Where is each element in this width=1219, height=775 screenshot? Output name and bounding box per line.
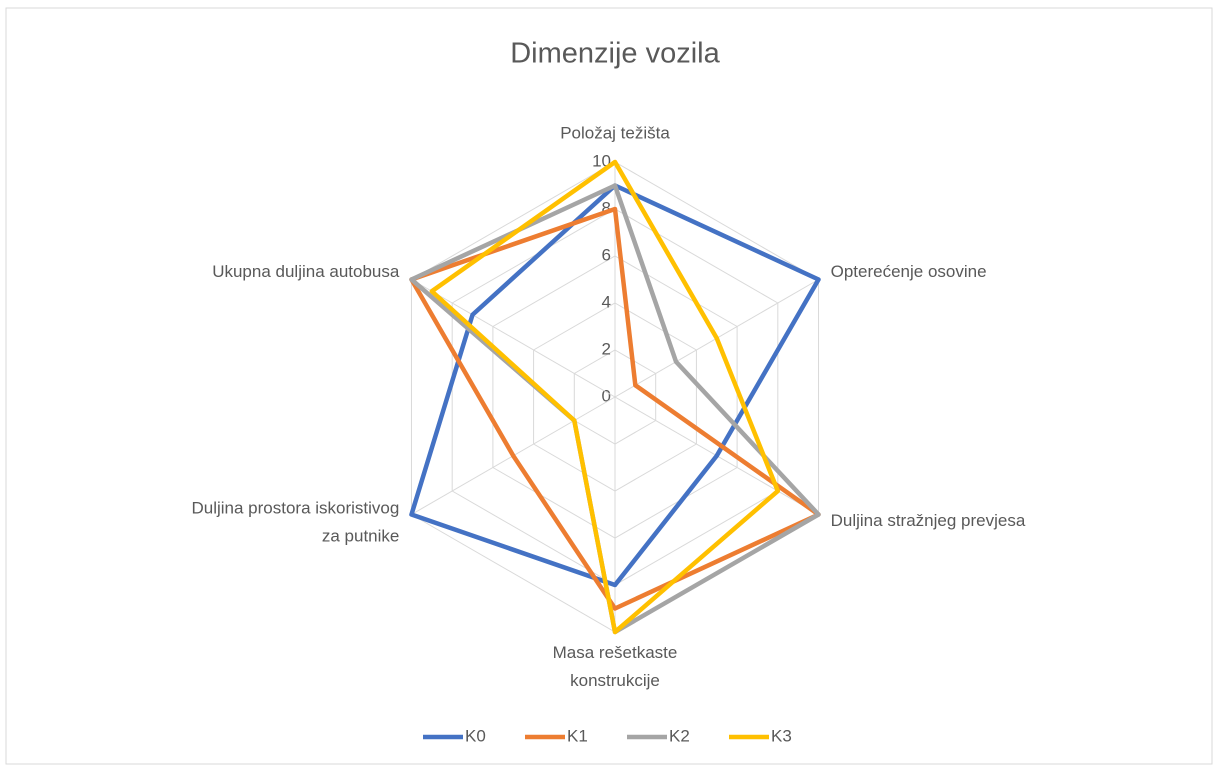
data-point <box>613 160 617 164</box>
data-point <box>613 183 617 188</box>
chart-title: Dimenzije vozila <box>510 38 720 70</box>
data-point <box>775 489 780 493</box>
category-label: Opterećenje osovine <box>831 262 987 281</box>
data-point <box>714 336 719 341</box>
data-point <box>409 512 414 517</box>
category-label: Masa rešetkaste konstrukcije <box>553 643 678 690</box>
tick-label: 4 <box>602 292 611 311</box>
data-point <box>429 289 434 294</box>
data-point <box>409 277 414 282</box>
chart-border <box>5 7 1213 765</box>
legend-label: K1 <box>567 726 588 745</box>
data-point <box>816 512 821 517</box>
data-point <box>511 453 516 458</box>
axis-line <box>411 279 616 398</box>
data-point <box>470 312 475 317</box>
data-point <box>613 606 617 611</box>
data-point <box>816 277 821 282</box>
tick-label: 6 <box>602 245 611 264</box>
data-point <box>633 383 638 388</box>
legend-label: K2 <box>669 726 690 745</box>
tick-label: 2 <box>602 339 611 358</box>
tick-label: 8 <box>602 198 611 217</box>
data-point <box>613 207 617 211</box>
legend-label: K3 <box>771 726 792 745</box>
category-label: Položaj težišta <box>560 123 670 142</box>
data-point <box>613 630 617 634</box>
data-point <box>714 453 719 458</box>
legend-label: K0 <box>465 726 486 745</box>
data-point <box>674 359 679 364</box>
data-point <box>613 583 617 587</box>
data-point <box>572 418 577 423</box>
category-label: Duljina stražnjeg prevjesa <box>831 511 1026 530</box>
tick-label: 0 <box>602 386 611 405</box>
category-label: Duljina prostora iskoristivog za putnike <box>191 499 399 546</box>
category-label: Ukupna duljina autobusa <box>212 262 400 281</box>
